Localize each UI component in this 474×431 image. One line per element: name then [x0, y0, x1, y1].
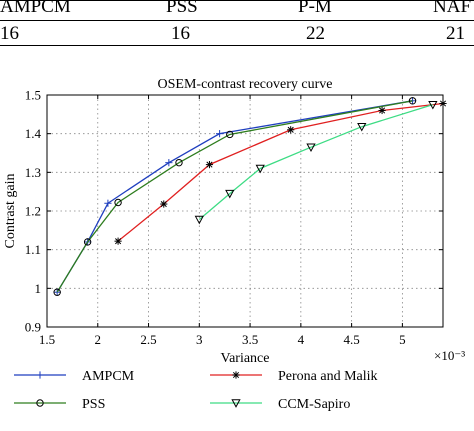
series-line-3 [198, 104, 434, 221]
triangle-marker [428, 100, 438, 110]
y-tick-label: 1.4 [25, 126, 42, 141]
data-point-series-3 [357, 123, 367, 132]
triangle-marker [306, 143, 316, 153]
circle-marker [408, 97, 417, 105]
data-point-series-2 [160, 200, 168, 208]
star-stroke [379, 107, 386, 114]
circle-marker [175, 158, 183, 167]
x-tick-label: 4.5 [343, 332, 359, 347]
x-tick-label: 5 [399, 332, 406, 347]
legend-marker-0 [36, 371, 44, 379]
legend-marker-3 [231, 399, 241, 408]
circle-marker [83, 238, 92, 246]
data-point-series-3 [194, 215, 204, 225]
data-point-series-2 [114, 237, 122, 245]
legend-marker-2 [232, 371, 240, 379]
star-stroke [232, 371, 240, 379]
triangle-marker [194, 215, 204, 225]
data-point-series-1 [53, 288, 61, 296]
table-value-ampcm: 16 [0, 23, 19, 44]
x-tick-label: 2 [95, 332, 102, 347]
circle-marker [226, 130, 234, 139]
legend-label-2: Perona and Malik [278, 369, 378, 384]
data-point-series-0 [216, 130, 224, 138]
table-header-ampcm: AMPCM [0, 0, 71, 17]
table-value-naf: 21 [446, 23, 465, 44]
legend-label-1: PSS [82, 397, 105, 412]
triangle-marker [225, 189, 235, 199]
legend-marker-1 [36, 399, 44, 407]
star-stroke [287, 126, 294, 133]
star-stroke [160, 200, 167, 208]
x-tick-label: 3.5 [242, 332, 258, 347]
data-point-series-3 [225, 189, 235, 199]
x-tick-label: 3 [196, 332, 203, 347]
data-point-series-1 [175, 158, 183, 167]
star-stroke [206, 161, 213, 168]
x-exponent-label: ×10⁻³ [434, 348, 465, 363]
series-line-2 [117, 102, 444, 242]
legend-label-3: CCM-Sapiro [278, 397, 350, 412]
x-tick-label: 1.5 [39, 332, 55, 347]
data-point-series-2 [205, 161, 214, 169]
x-axis-label: Variance [221, 351, 270, 366]
data-point-series-2 [378, 106, 386, 115]
star-stroke [439, 100, 447, 107]
table-header-naf: NAF [433, 0, 472, 17]
table-header-pm: P-M [298, 0, 332, 17]
table-value-pm: 22 [306, 23, 325, 44]
y-axis-label: Contrast gain [3, 173, 18, 248]
circle-marker [114, 198, 122, 207]
x-tick-label: 4 [298, 332, 305, 347]
data-point-series-0 [104, 199, 112, 207]
data-point-series-1 [408, 97, 417, 105]
data-point-series-1 [226, 130, 234, 139]
triangle-marker [357, 123, 367, 132]
data-point-series-3 [428, 100, 438, 110]
data-point-series-3 [255, 164, 265, 174]
triangle-marker [231, 399, 241, 408]
x-tick-label: 2.5 [140, 332, 156, 347]
table-value-pss: 16 [171, 23, 190, 44]
y-tick-label: 1.1 [25, 242, 41, 257]
y-tick-label: 1 [35, 281, 42, 296]
table-bottom-rule [0, 45, 474, 46]
table-mid-rule [0, 20, 474, 21]
y-tick-label: 1.5 [25, 88, 41, 103]
data-point-series-2 [287, 126, 295, 134]
y-tick-label: 0.9 [25, 320, 41, 335]
results-table: AMPCM PSS P-M NAF 16 16 22 21 [0, 0, 474, 46]
star-stroke [115, 238, 122, 245]
data-point-series-1 [114, 198, 122, 207]
series-line-1 [56, 100, 413, 293]
circle-marker [53, 288, 61, 296]
legend-label-0: AMPCM [82, 369, 135, 384]
y-tick-label: 1.2 [25, 204, 41, 219]
data-point-series-2 [439, 99, 447, 108]
chart-title: OSEM-contrast recovery curve [158, 77, 333, 92]
table-top-rule [0, 0, 474, 1]
table-header-pss: PSS [166, 0, 198, 17]
circle-marker [36, 399, 44, 407]
data-point-series-0 [165, 159, 173, 167]
data-point-series-1 [83, 238, 92, 246]
y-tick-label: 1.3 [25, 165, 41, 180]
data-point-series-3 [306, 143, 316, 153]
series-line-0 [56, 100, 413, 293]
triangle-marker [255, 164, 265, 174]
